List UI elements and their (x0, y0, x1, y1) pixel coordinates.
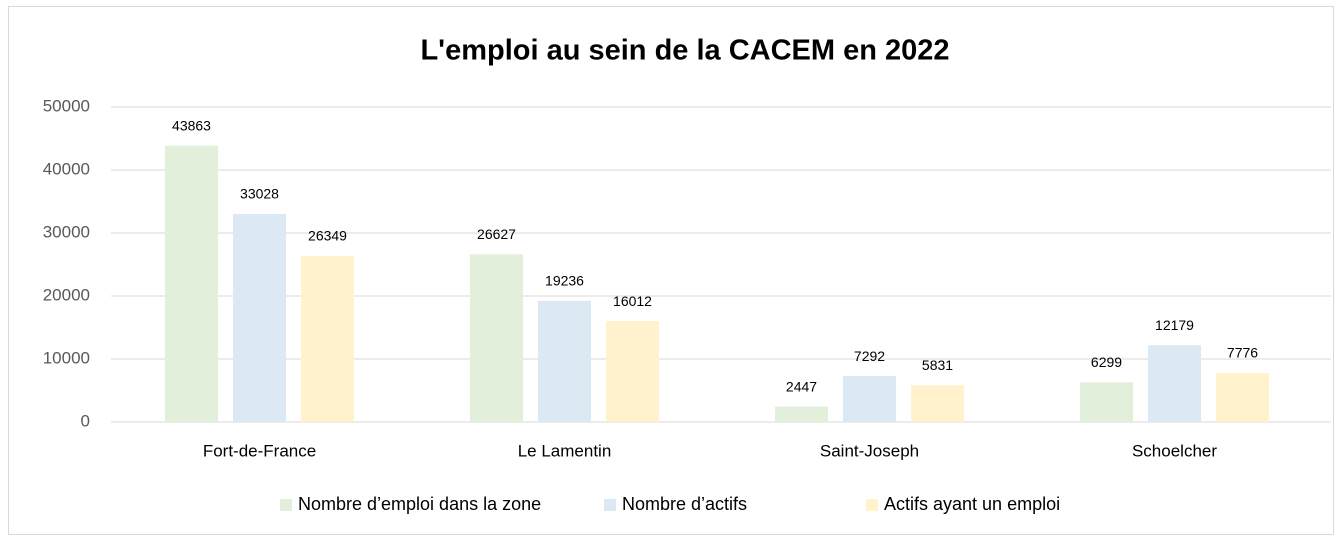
x-tick-label: Fort-de-France (203, 441, 316, 460)
bar (911, 385, 964, 422)
bar (301, 256, 354, 422)
data-label: 7292 (854, 348, 885, 364)
x-tick-label: Saint-Joseph (820, 441, 919, 460)
bar (470, 254, 523, 422)
bar (165, 145, 218, 423)
x-tick-label: Le Lamentin (518, 441, 612, 460)
bar (233, 213, 286, 422)
y-tick-label: 10000 (43, 348, 90, 367)
legend-label: Nombre d’actifs (622, 494, 747, 514)
data-label: 33028 (240, 186, 279, 202)
bar (1080, 382, 1133, 422)
data-label: 26349 (308, 228, 347, 244)
x-tick-label: Schoelcher (1132, 441, 1217, 460)
legend-swatch (280, 499, 292, 511)
legend-label: Nombre d’emploi dans la zone (298, 494, 541, 514)
bar (1148, 345, 1201, 422)
bar (538, 300, 591, 422)
y-tick-label: 30000 (43, 222, 90, 241)
chart-border (8, 6, 1334, 535)
y-tick-label: 20000 (43, 285, 90, 304)
data-label: 6299 (1091, 354, 1122, 370)
bar (606, 321, 659, 422)
data-label: 7776 (1227, 345, 1258, 361)
legend-swatch (604, 499, 616, 511)
y-tick-label: 50000 (43, 96, 90, 115)
data-label: 19236 (545, 273, 584, 289)
legend-swatch (866, 499, 878, 511)
bar (843, 376, 896, 422)
chart-title: L'emploi au sein de la CACEM en 2022 (420, 35, 949, 67)
bar (775, 406, 828, 422)
data-label: 12179 (1155, 317, 1194, 333)
data-label: 43863 (172, 117, 211, 133)
y-tick-label: 0 (81, 411, 90, 430)
data-label: 26627 (477, 226, 516, 242)
legend-label: Actifs ayant un emploi (884, 494, 1060, 514)
data-label: 5831 (922, 357, 953, 373)
y-tick-label: 40000 (43, 159, 90, 178)
bar (1216, 373, 1269, 422)
data-label: 2447 (786, 378, 817, 394)
data-label: 16012 (613, 293, 652, 309)
